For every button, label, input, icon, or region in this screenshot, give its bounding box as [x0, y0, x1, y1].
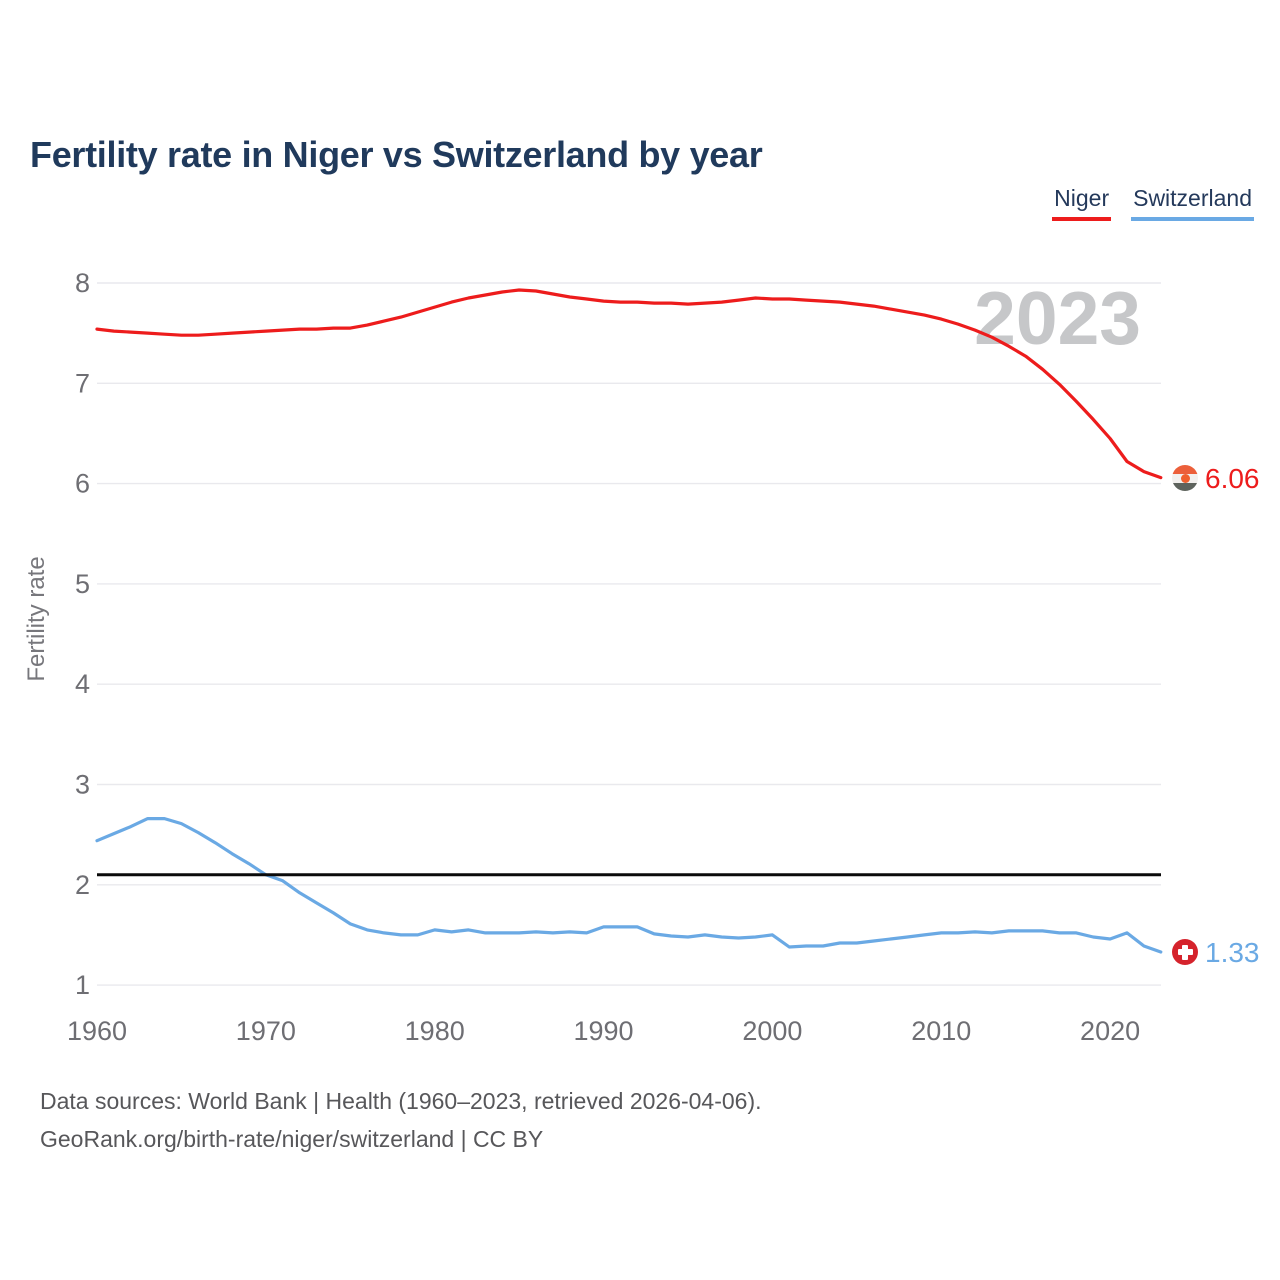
x-tick-label: 2020 — [1080, 1016, 1140, 1046]
x-tick-label: 1960 — [67, 1016, 127, 1046]
x-tick-label: 1990 — [574, 1016, 634, 1046]
x-tick-label: 2010 — [911, 1016, 971, 1046]
series-line-switzerland[interactable] — [95, 816, 1163, 954]
swiss-flag-icon — [1172, 939, 1198, 965]
watermark-year: 2023 — [974, 276, 1141, 360]
niger-last-value: 6.06 — [1205, 462, 1260, 494]
x-tick-label: 1970 — [236, 1016, 296, 1046]
y-tick-label: 6 — [75, 469, 90, 499]
y-tick-label: 3 — [75, 770, 90, 800]
legend-item-niger[interactable]: Niger — [1052, 185, 1112, 221]
y-tick-label: 1 — [75, 970, 90, 1000]
niger-flag-icon — [1172, 464, 1198, 491]
y-tick-label: 5 — [75, 569, 90, 599]
source-note-line1: Data sources: World Bank | Health (1960–… — [40, 1088, 762, 1114]
series-line-niger[interactable] — [95, 288, 1163, 480]
y-tick-label: 2 — [75, 870, 90, 900]
page-title: Fertility rate in Niger vs Switzerland b… — [30, 134, 763, 176]
legend-item-switzerland[interactable]: Switzerland — [1131, 185, 1254, 221]
legend: Niger Switzerland — [1052, 185, 1254, 221]
fertility-chart: 8 7 6 5 4 3 2 1 1960 1970 1980 1990 2000 2010 2020 Fert… — [23, 268, 1163, 1046]
source-note: Data sources: World Bank | Health (1960–… — [40, 1082, 762, 1158]
y-tick-label: 8 — [75, 268, 90, 298]
x-tick-label: 2000 — [742, 1016, 802, 1046]
y-tick-label: 7 — [75, 368, 90, 398]
source-note-line2: GeoRank.org/birth-rate/niger/switzerland… — [40, 1126, 544, 1152]
y-tick-label: 4 — [75, 669, 90, 699]
switzerland-last-value: 1.33 — [1205, 937, 1260, 968]
x-tick-label: 1980 — [405, 1016, 465, 1046]
y-axis-title: Fertility rate — [23, 556, 50, 681]
